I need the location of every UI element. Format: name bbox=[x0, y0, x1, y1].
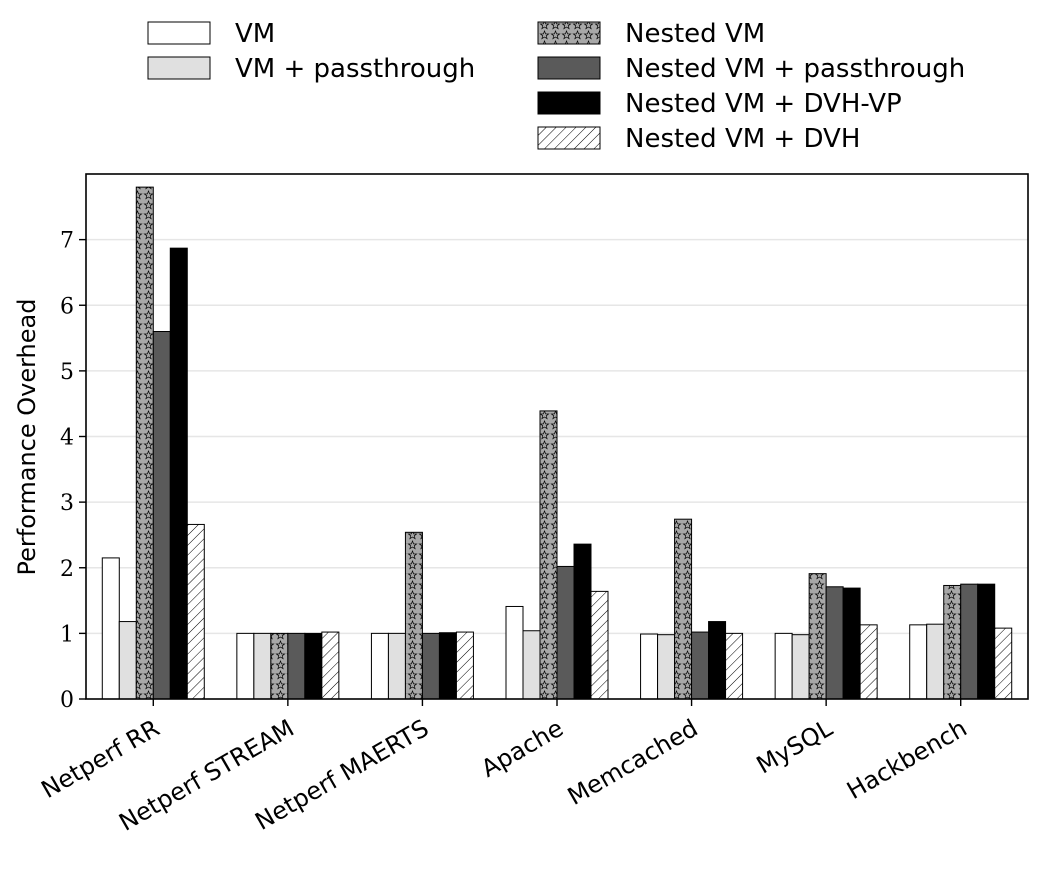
bar-nested-vm-dvh-vp-apache bbox=[573, 543, 592, 700]
x-tick-label: MySQL bbox=[752, 714, 838, 780]
bar-vm-apache bbox=[505, 605, 524, 700]
legend-swatch-nested-vm-dvh bbox=[537, 126, 601, 150]
bar-nested-vm-dvh-memcached bbox=[725, 632, 744, 700]
legend-swatch-vm bbox=[147, 21, 211, 45]
bar-nested-vm-passthrough-memcached bbox=[691, 631, 710, 700]
bar-vm-passthrough-hackbench bbox=[926, 623, 945, 700]
y-tick-label: 2 bbox=[60, 557, 74, 582]
y-tick-label: 4 bbox=[60, 426, 74, 451]
legend-swatch-nested-vm-dvh-vp bbox=[537, 91, 601, 115]
bar-nested-vm-dvh-netperf-stream bbox=[321, 631, 340, 700]
legend-swatch-nested-vm-passthrough bbox=[537, 56, 601, 80]
bar-nested-vm-netperf-maerts bbox=[404, 531, 423, 700]
bar-nested-vm-dvh-vp-netperf-stream bbox=[304, 632, 323, 700]
bar-nested-vm-passthrough-hackbench bbox=[960, 583, 979, 700]
bar-nested-vm-dvh-netperf-maerts bbox=[455, 631, 474, 700]
bar-nested-vm-apache bbox=[539, 410, 558, 700]
bar-vm-netperf-stream bbox=[236, 632, 255, 700]
y-tick-label: 5 bbox=[60, 360, 74, 385]
bar-nested-vm-dvh-vp-mysql bbox=[842, 587, 861, 700]
legend-swatch-nested-vm bbox=[537, 21, 601, 45]
bar-vm-passthrough-netperf-stream bbox=[253, 632, 272, 700]
bar-nested-vm-hackbench bbox=[943, 584, 962, 700]
bar-vm-passthrough-apache bbox=[522, 630, 541, 700]
y-tick-label: 6 bbox=[60, 294, 74, 319]
legend-label-nested-vm-passthrough: Nested VM + passthrough bbox=[625, 54, 965, 84]
bar-nested-vm-netperf-rr bbox=[135, 186, 154, 700]
bar-nested-vm-passthrough-mysql bbox=[825, 586, 844, 700]
x-tick-label: Memcached bbox=[563, 714, 703, 811]
x-tick-label: Apache bbox=[476, 714, 568, 783]
bar-nested-vm-passthrough-netperf-rr bbox=[152, 331, 171, 700]
x-tick-label: Hackbench bbox=[842, 714, 972, 805]
y-tick-label: 1 bbox=[60, 622, 74, 647]
bar-nested-vm-dvh-netperf-rr bbox=[186, 523, 205, 700]
bar-vm-passthrough-netperf-maerts bbox=[387, 632, 406, 700]
bar-nested-vm-dvh-vp-netperf-rr bbox=[169, 247, 188, 700]
bar-nested-vm-memcached bbox=[674, 518, 693, 700]
y-tick-label: 0 bbox=[60, 688, 74, 713]
bar-nested-vm-dvh-apache bbox=[590, 590, 609, 700]
bar-vm-passthrough-netperf-rr bbox=[118, 621, 137, 700]
legend-label-nested-vm-dvh: Nested VM + DVH bbox=[625, 124, 860, 154]
legend-label-vm: VM bbox=[235, 19, 275, 49]
bar-vm-passthrough-mysql bbox=[791, 634, 810, 700]
bar-vm-hackbench bbox=[909, 624, 928, 700]
legend-label-nested-vm: Nested VM bbox=[625, 19, 765, 49]
y-tick-label: 3 bbox=[60, 491, 74, 516]
bar-nested-vm-dvh-vp-memcached bbox=[708, 621, 727, 700]
bars bbox=[101, 186, 1013, 700]
bar-vm-passthrough-memcached bbox=[657, 634, 676, 700]
legend-label-nested-vm-dvh-vp: Nested VM + DVH-VP bbox=[625, 89, 902, 119]
bar-vm-netperf-maerts bbox=[370, 632, 389, 700]
legend-swatch-vm-passthrough bbox=[147, 56, 211, 80]
legend: VM VM + passthrough Nested VM Nested VM + p… bbox=[147, 19, 965, 154]
bar-nested-vm-passthrough-netperf-maerts bbox=[421, 632, 440, 700]
bar-nested-vm-dvh-hackbench bbox=[994, 627, 1013, 700]
bar-vm-netperf-rr bbox=[101, 557, 120, 700]
y-tick-label: 7 bbox=[60, 229, 74, 254]
bar-nested-vm-dvh-vp-hackbench bbox=[977, 583, 996, 700]
bar-nested-vm-mysql bbox=[808, 573, 827, 700]
legend-label-vm-passthrough: VM + passthrough bbox=[235, 54, 475, 84]
bar-nested-vm-passthrough-apache bbox=[556, 565, 575, 700]
y-axis-label: Performance Overhead bbox=[13, 299, 41, 576]
bar-nested-vm-dvh-mysql bbox=[859, 624, 878, 700]
bar-nested-vm-netperf-stream bbox=[270, 632, 289, 700]
y-axis: 0 1 2 3 4 5 6 7 bbox=[60, 229, 86, 713]
bar-nested-vm-dvh-vp-netperf-maerts bbox=[438, 632, 457, 700]
bar-vm-memcached bbox=[640, 633, 659, 700]
x-tick-label: Netperf RR bbox=[36, 714, 164, 804]
bar-vm-mysql bbox=[774, 632, 793, 700]
bar-nested-vm-passthrough-netperf-stream bbox=[287, 632, 306, 700]
